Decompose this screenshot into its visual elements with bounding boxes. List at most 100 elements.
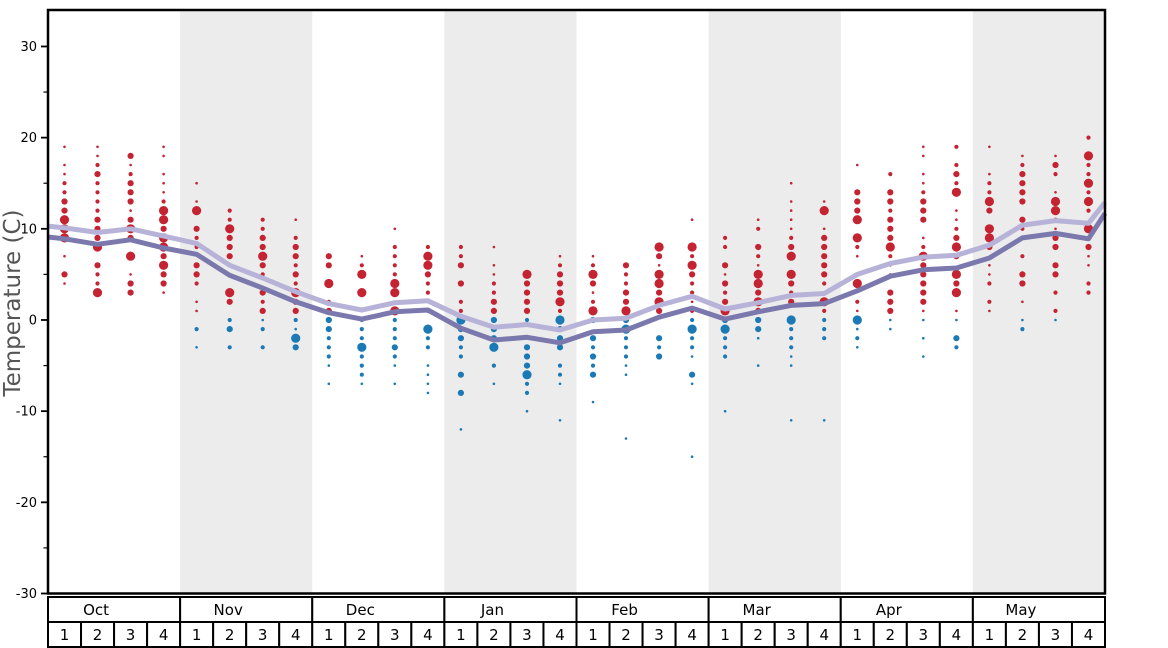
data-point (327, 382, 331, 386)
data-point (94, 262, 101, 269)
data-point (293, 317, 298, 323)
data-point (654, 269, 664, 279)
data-point (523, 362, 531, 369)
data-point (194, 281, 199, 286)
data-point (753, 269, 763, 279)
month-cell-dec (311, 596, 446, 623)
data-point (1052, 271, 1059, 278)
data-point (988, 309, 991, 313)
data-point (292, 243, 299, 251)
data-point (987, 299, 992, 304)
data-point (623, 272, 629, 277)
data-point (95, 162, 100, 168)
data-point (1083, 151, 1094, 161)
week-label: 2 (93, 626, 103, 644)
data-point (558, 419, 562, 422)
data-point (458, 308, 463, 313)
data-point (458, 354, 463, 359)
data-point (489, 342, 499, 352)
data-point (988, 273, 991, 276)
month-label: May (1005, 601, 1036, 619)
data-point (888, 208, 893, 213)
data-point (325, 253, 332, 260)
data-point (920, 262, 927, 269)
data-point (887, 189, 894, 196)
week-label: 1 (588, 626, 598, 644)
data-point (1086, 162, 1091, 168)
y-axis-tick-label: 30 (20, 40, 37, 55)
data-point (855, 336, 860, 341)
data-point (755, 316, 762, 324)
data-point (954, 144, 959, 149)
data-point (61, 271, 68, 278)
data-point (1052, 234, 1059, 241)
data-point (95, 281, 100, 286)
data-point (590, 363, 596, 368)
data-point (127, 216, 134, 223)
data-point (922, 145, 925, 149)
data-point (94, 171, 101, 178)
week-label: 4 (555, 626, 565, 644)
data-point (1086, 135, 1091, 140)
data-point (227, 217, 232, 222)
week-label: 4 (159, 626, 169, 644)
data-point (1052, 262, 1059, 269)
data-point (1054, 191, 1057, 194)
data-point (723, 345, 728, 350)
data-point (687, 324, 697, 334)
week-label: 3 (126, 626, 136, 644)
data-point (984, 196, 995, 207)
week-cell (608, 621, 644, 648)
data-point (657, 264, 661, 267)
data-point (689, 271, 696, 278)
week-cell (674, 621, 710, 648)
data-point (690, 336, 695, 341)
week-cell (509, 621, 545, 648)
week-cell (344, 621, 380, 648)
data-point (260, 327, 265, 332)
week-cell (806, 621, 842, 648)
data-point (162, 191, 165, 194)
data-point (161, 199, 166, 204)
data-point (260, 299, 265, 304)
data-point (756, 336, 760, 340)
data-point (953, 280, 960, 287)
data-point (623, 281, 629, 286)
data-point (690, 382, 694, 386)
data-point (723, 235, 728, 240)
data-point (360, 254, 364, 258)
data-point (225, 288, 235, 298)
data-point (1085, 243, 1092, 251)
data-point (127, 198, 134, 205)
data-point (1053, 172, 1058, 177)
data-point (789, 200, 793, 203)
data-point (160, 271, 167, 278)
data-point (357, 288, 367, 298)
data-point (1054, 154, 1057, 158)
data-point (458, 254, 463, 259)
week-label: 3 (919, 626, 929, 644)
data-point (789, 364, 793, 367)
data-point (425, 281, 430, 286)
data-point (591, 254, 595, 258)
data-point (1054, 318, 1057, 322)
data-point (988, 264, 991, 267)
data-point (821, 262, 828, 269)
data-point (687, 242, 697, 252)
data-point (92, 288, 103, 298)
data-point (887, 198, 894, 205)
data-point (687, 260, 697, 270)
data-point (822, 200, 826, 203)
data-point (885, 242, 895, 252)
data-point (423, 251, 433, 261)
data-point (557, 372, 563, 377)
data-point (160, 225, 167, 232)
data-point (95, 199, 100, 204)
data-point (654, 278, 664, 289)
data-point (690, 355, 694, 358)
data-point (821, 234, 828, 241)
data-point (922, 181, 925, 185)
data-point (360, 382, 364, 386)
week-label: 1 (456, 626, 466, 644)
data-point (226, 234, 233, 241)
